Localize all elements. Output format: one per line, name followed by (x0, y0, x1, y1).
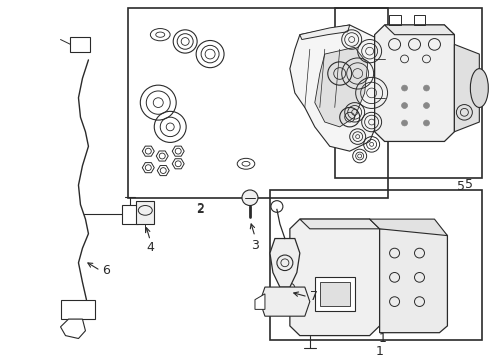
Polygon shape (61, 319, 85, 338)
Text: 2: 2 (196, 202, 204, 215)
Bar (320, 282, 350, 306)
Polygon shape (290, 25, 385, 151)
Circle shape (423, 120, 429, 126)
Polygon shape (290, 219, 380, 336)
Polygon shape (369, 219, 447, 235)
Bar (122, 204, 138, 224)
Circle shape (423, 85, 429, 91)
Circle shape (242, 190, 258, 206)
Polygon shape (375, 25, 454, 141)
Polygon shape (385, 25, 454, 35)
Bar (128, 9, 388, 198)
Text: 1: 1 (379, 332, 387, 345)
Polygon shape (454, 44, 479, 132)
Circle shape (401, 103, 408, 108)
Text: 6: 6 (102, 264, 110, 277)
Text: 2: 2 (196, 203, 204, 216)
Polygon shape (300, 25, 350, 40)
Polygon shape (380, 229, 447, 333)
Bar (389, 15, 400, 25)
Circle shape (401, 120, 408, 126)
Circle shape (401, 85, 408, 91)
Ellipse shape (470, 69, 489, 108)
Text: 3: 3 (251, 239, 259, 252)
Bar (335, 9, 482, 178)
Bar (414, 15, 425, 25)
Polygon shape (255, 294, 265, 309)
Polygon shape (260, 287, 310, 316)
Polygon shape (270, 239, 300, 287)
Bar (136, 201, 154, 224)
Text: 5: 5 (466, 178, 473, 191)
Bar (270, 190, 482, 341)
Text: 5: 5 (457, 180, 465, 193)
Bar (315, 277, 355, 311)
Circle shape (423, 103, 429, 108)
Text: 4: 4 (147, 242, 154, 255)
Polygon shape (315, 47, 368, 127)
Text: 7: 7 (310, 290, 318, 303)
Text: 1: 1 (376, 345, 384, 358)
Bar (61, 300, 96, 319)
Bar (71, 37, 91, 52)
Polygon shape (300, 219, 380, 229)
